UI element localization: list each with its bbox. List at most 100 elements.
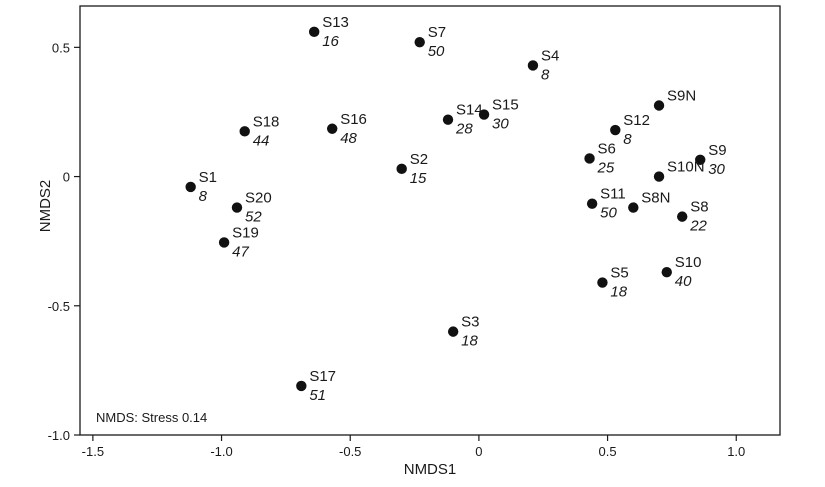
point-sublabel: 18 <box>610 284 627 301</box>
point-sublabel: 52 <box>245 209 262 226</box>
point-label: S20 <box>245 190 272 207</box>
sample-point-s1: S18 <box>185 169 217 205</box>
point-sublabel: 51 <box>309 387 326 404</box>
point-sublabel: 50 <box>428 43 445 60</box>
point-label: S9 <box>708 142 726 159</box>
point-marker <box>327 123 338 134</box>
point-marker <box>185 181 196 193</box>
point-marker <box>478 109 490 120</box>
point-label: S10 <box>675 254 702 271</box>
point-sublabel: 18 <box>461 333 478 350</box>
point-sublabel: 28 <box>455 121 473 138</box>
point-sublabel: 47 <box>232 243 249 260</box>
sample-point-s4: S48 <box>527 47 559 83</box>
point-label: S19 <box>232 224 259 241</box>
x-tick-label: -1.5 <box>82 444 104 459</box>
x-tick-label: -0.5 <box>339 444 361 459</box>
point-marker <box>584 153 595 164</box>
point-marker <box>296 380 307 392</box>
x-tick-label: -1.0 <box>210 444 232 459</box>
x-tick-label: 1.0 <box>727 444 745 459</box>
point-label: S7 <box>428 24 446 41</box>
x-tick-label: 0 <box>475 444 482 459</box>
sample-point-s8n: S8N <box>628 190 670 213</box>
point-label: S6 <box>598 140 616 157</box>
point-label: S1 <box>199 169 217 186</box>
point-sublabel: 48 <box>340 130 357 147</box>
point-label: S3 <box>461 314 479 331</box>
point-sublabel: 16 <box>322 33 339 50</box>
point-label: S2 <box>410 151 428 168</box>
point-label: S11 <box>600 186 626 203</box>
point-label: S16 <box>340 111 367 128</box>
point-sublabel: 30 <box>492 116 509 133</box>
point-marker <box>239 126 250 137</box>
point-marker <box>661 266 672 278</box>
y-tick-label: 0.5 <box>52 40 70 55</box>
point-marker <box>586 198 598 209</box>
point-label: S17 <box>309 368 336 385</box>
point-marker <box>628 202 639 213</box>
point-sublabel: 40 <box>675 273 692 290</box>
point-sublabel: 8 <box>541 66 550 83</box>
point-label: S14 <box>456 102 483 119</box>
point-sublabel: 25 <box>597 159 615 176</box>
point-marker <box>527 60 539 71</box>
point-label: S5 <box>610 265 628 282</box>
point-marker <box>414 36 425 48</box>
point-label: S9N <box>667 87 696 104</box>
point-label: S18 <box>253 113 280 130</box>
point-label: S15 <box>492 97 519 114</box>
point-sublabel: 30 <box>708 161 725 178</box>
point-label: S4 <box>541 47 559 64</box>
y-tick-label: -1.0 <box>48 428 70 443</box>
point-label: S12 <box>623 112 650 129</box>
point-marker <box>677 211 688 222</box>
point-label: S8N <box>641 190 670 207</box>
point-marker <box>218 237 230 248</box>
point-marker <box>442 114 454 125</box>
sample-point-s9n: S9N <box>653 87 696 111</box>
point-sublabel: 50 <box>600 205 617 222</box>
y-tick-label: -0.5 <box>48 299 70 314</box>
point-marker <box>610 124 621 136</box>
point-marker <box>308 26 320 38</box>
point-marker <box>396 163 407 175</box>
point-sublabel: 8 <box>623 131 632 148</box>
point-marker <box>653 100 665 111</box>
point-marker <box>231 202 243 213</box>
point-label: S10N <box>667 159 705 176</box>
x-axis-title: NMDS1 <box>404 461 457 478</box>
plot-area-frame <box>79 5 781 436</box>
point-label: S13 <box>322 14 349 31</box>
point-marker <box>653 171 665 182</box>
sample-point-s10n: S10N <box>653 159 705 182</box>
point-sublabel: 22 <box>689 218 707 235</box>
y-axis-ticks: -1.0 -0.5 0 0.5 <box>48 40 80 443</box>
stress-annotation: NMDS: Stress 0.14 <box>96 410 207 425</box>
x-axis-ticks: -1.5 -1.0 -0.5 0 0.5 1.0 <box>82 435 745 459</box>
point-marker <box>597 277 608 288</box>
y-tick-label: 0 <box>63 170 70 185</box>
x-tick-label: 0.5 <box>599 444 617 459</box>
